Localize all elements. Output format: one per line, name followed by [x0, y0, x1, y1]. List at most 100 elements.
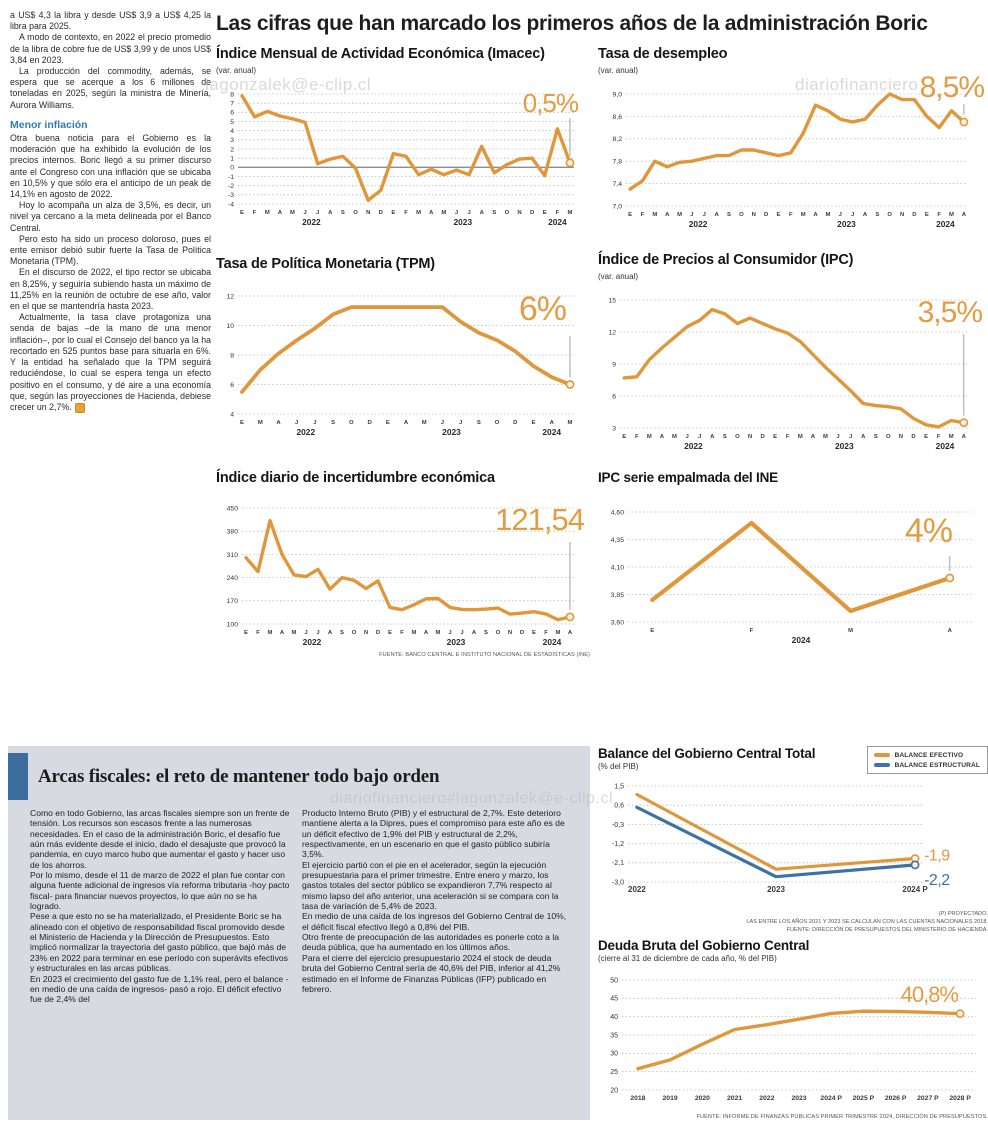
- svg-text:J: J: [685, 434, 688, 440]
- svg-text:4: 4: [230, 128, 234, 135]
- svg-text:S: S: [723, 434, 727, 440]
- svg-text:-1,2: -1,2: [612, 841, 624, 848]
- svg-text:D: D: [520, 630, 524, 636]
- svg-text:F: F: [635, 434, 639, 440]
- svg-text:2023: 2023: [447, 637, 466, 647]
- svg-text:F: F: [256, 630, 260, 636]
- svg-text:S: S: [340, 630, 344, 636]
- svg-text:2024: 2024: [542, 427, 561, 437]
- svg-text:J: J: [303, 210, 306, 216]
- chart-subtitle: (var. anual): [598, 66, 639, 75]
- legend-swatch-blue: [873, 763, 890, 767]
- svg-text:E: E: [777, 212, 781, 218]
- svg-text:M: M: [268, 630, 273, 636]
- article-paragraph: a US$ 4,3 la libra y desde US$ 3,9 a US$…: [10, 10, 211, 32]
- svg-text:D: D: [912, 212, 916, 218]
- article-paragraph: En el discurso de 2022, el tipo rector s…: [10, 267, 211, 312]
- svg-text:A: A: [710, 434, 715, 440]
- svg-text:4,35: 4,35: [611, 537, 624, 544]
- svg-text:O: O: [735, 434, 740, 440]
- svg-text:100: 100: [227, 621, 239, 628]
- svg-text:S: S: [484, 630, 488, 636]
- svg-text:J: J: [690, 212, 693, 218]
- svg-text:2022: 2022: [628, 885, 646, 894]
- svg-text:S: S: [874, 434, 878, 440]
- footnote: (P) PROYECTADO.: [938, 911, 988, 917]
- chart-legend: BALANCE EFECTIVO BALANCE ESTRUCTURAL: [866, 746, 988, 774]
- svg-text:E: E: [244, 630, 248, 636]
- article-end-icon: [74, 402, 85, 413]
- big-value-label: 6%: [518, 290, 567, 328]
- svg-text:F: F: [404, 210, 408, 216]
- section-paragraph: Pese a que esto no se ha materializado, …: [30, 911, 288, 974]
- svg-text:5: 5: [230, 119, 234, 126]
- svg-text:J: J: [455, 210, 458, 216]
- svg-text:6: 6: [230, 110, 234, 117]
- svg-text:40: 40: [610, 1014, 618, 1021]
- svg-text:-2,1: -2,1: [612, 860, 624, 867]
- section-paragraph: Por lo mismo, desde el 11 de marzo de 20…: [30, 870, 290, 912]
- article-paragraph: La producción del commodity, además, se …: [10, 66, 211, 110]
- svg-text:A: A: [328, 630, 333, 636]
- svg-text:S: S: [727, 212, 731, 218]
- svg-text:3,85: 3,85: [611, 592, 624, 599]
- svg-text:A: A: [280, 630, 285, 636]
- svg-text:6: 6: [230, 382, 234, 389]
- svg-text:S: S: [492, 210, 496, 216]
- svg-text:3,60: 3,60: [611, 619, 624, 626]
- svg-text:J: J: [459, 420, 462, 426]
- svg-text:2019: 2019: [663, 1095, 678, 1102]
- svg-text:2022: 2022: [296, 427, 315, 437]
- svg-text:M: M: [258, 420, 263, 426]
- svg-text:F: F: [253, 210, 257, 216]
- svg-text:A: A: [811, 434, 816, 440]
- section-title: Arcas fiscales: el reto de mantener todo…: [38, 766, 440, 787]
- svg-text:2: 2: [230, 146, 234, 153]
- svg-text:450: 450: [227, 505, 239, 512]
- chart-title: Tasa de Política Monetaria (TPM): [216, 256, 435, 272]
- svg-text:240: 240: [227, 575, 239, 582]
- svg-text:J: J: [460, 630, 463, 636]
- svg-text:D: D: [513, 420, 517, 426]
- svg-text:A: A: [424, 630, 429, 636]
- svg-text:2024: 2024: [936, 219, 955, 229]
- svg-text:M: M: [436, 630, 441, 636]
- svg-text:A: A: [480, 210, 485, 216]
- svg-text:F: F: [937, 434, 941, 440]
- svg-text:310: 310: [227, 552, 239, 559]
- svg-text:25: 25: [610, 1069, 618, 1076]
- line-chart-plot: 4,60 4,35 4,10 3,85 3,60 E F M A 2024: [611, 509, 974, 645]
- svg-text:3: 3: [612, 425, 616, 432]
- svg-text:M: M: [825, 212, 830, 218]
- svg-text:2024: 2024: [543, 637, 562, 647]
- line-chart-plot: 50 45 40 35 30 25 20 2018 2019 2020 2021 2022 2023 20…: [610, 977, 976, 1102]
- svg-text:N: N: [366, 210, 370, 216]
- svg-text:2024: 2024: [936, 441, 955, 451]
- svg-text:-2,2: -2,2: [924, 872, 950, 889]
- svg-text:O: O: [739, 212, 744, 218]
- svg-text:D: D: [530, 210, 534, 216]
- svg-text:A: A: [404, 420, 409, 426]
- chart-balance: Balance del Gobierno Central Total (% de…: [598, 746, 988, 934]
- svg-text:A: A: [863, 212, 868, 218]
- svg-text:M: M: [441, 210, 446, 216]
- svg-text:M: M: [556, 630, 561, 636]
- svg-text:M: M: [422, 420, 427, 426]
- chart-footnotes: (P) PROYECTADO. LAS ENTRE LOS AÑOS 2021 …: [598, 910, 988, 934]
- svg-text:N: N: [517, 210, 521, 216]
- svg-text:3: 3: [230, 137, 234, 144]
- svg-text:E: E: [773, 434, 777, 440]
- svg-text:O: O: [495, 420, 500, 426]
- chart-subtitle: (var. anual): [216, 66, 257, 75]
- svg-text:-3: -3: [228, 192, 234, 199]
- svg-text:6: 6: [612, 393, 616, 400]
- svg-text:A: A: [429, 210, 434, 216]
- svg-text:N: N: [752, 212, 756, 218]
- svg-text:-1,9: -1,9: [924, 848, 950, 865]
- page-title: Las cifras que han marcado los primeros …: [216, 12, 928, 35]
- svg-text:D: D: [760, 434, 764, 440]
- big-value-label: 3,5%: [917, 296, 983, 329]
- svg-text:O: O: [505, 210, 510, 216]
- svg-text:0: 0: [230, 165, 234, 172]
- svg-text:M: M: [677, 212, 682, 218]
